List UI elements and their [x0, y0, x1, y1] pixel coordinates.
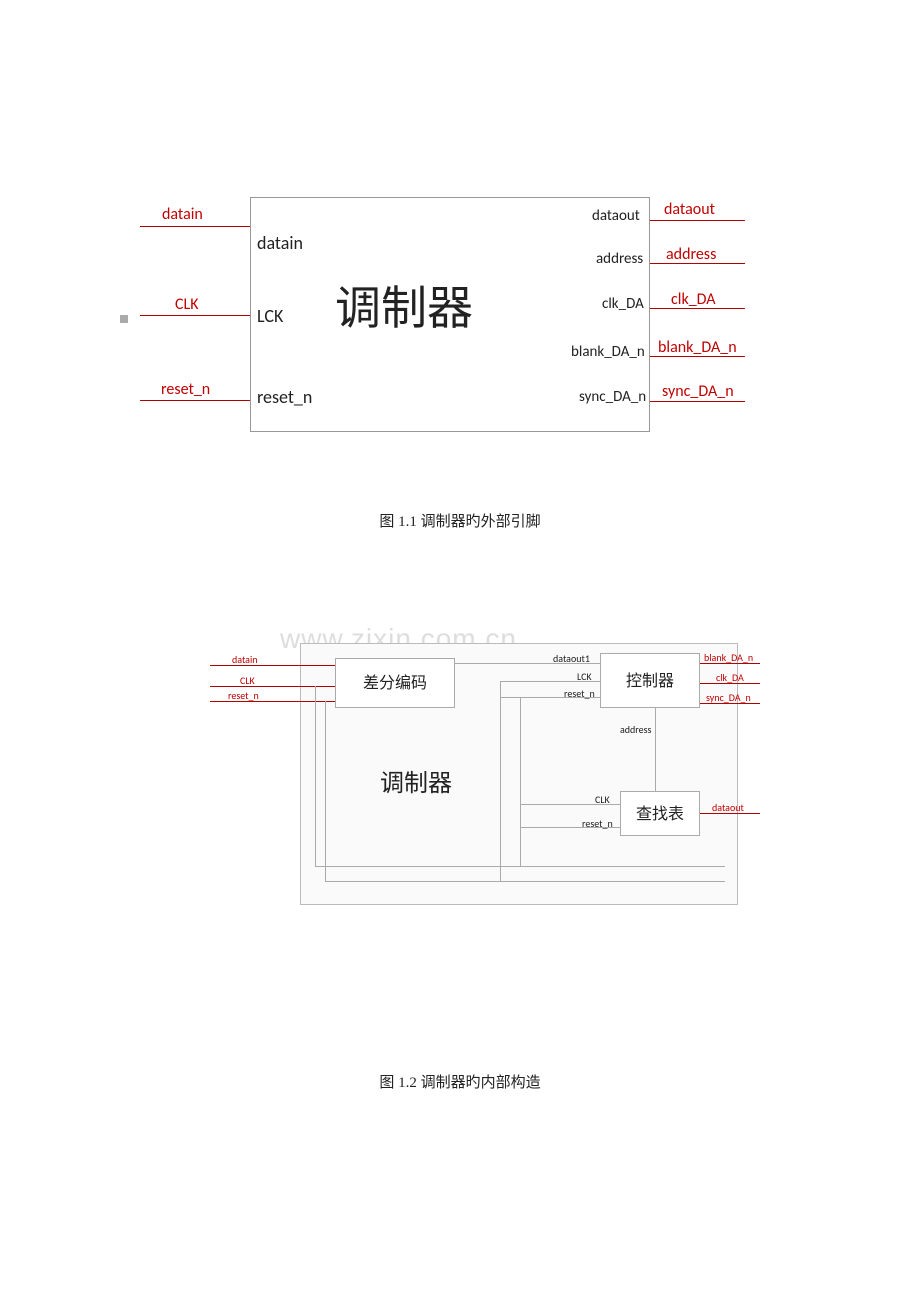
ext-out-blankdan: blank_DA_n: [704, 651, 753, 664]
wire-tap-v2: [520, 697, 521, 867]
modulator-outer-title: 调制器: [380, 763, 452, 798]
figure-1-1: datain CLK reset_n 调制器 datain LCK reset_…: [120, 190, 800, 440]
pin-resetn-line: [140, 400, 250, 401]
label-address: address: [620, 723, 651, 736]
ext-pin-datain-line: [210, 665, 335, 666]
wire-bus-v1: [315, 686, 316, 866]
pin-address-label: address: [666, 245, 716, 264]
pin-clk-line: [140, 315, 250, 316]
pin-clk-label: CLK: [175, 295, 199, 314]
port-resetn: reset_n: [257, 386, 312, 408]
pin-dataout-label: dataout: [664, 200, 715, 219]
pin-dataout-line: [650, 220, 745, 221]
ctrl-in-lck: LCK: [577, 670, 592, 683]
pin-datain-label: datain: [162, 205, 203, 224]
lut-in-clk: CLK: [595, 793, 610, 806]
ext-pin-resetn-line: [210, 701, 335, 702]
pin-blankdan-label: blank_DA_n: [658, 338, 737, 357]
wire-address-v: [655, 708, 656, 791]
wire-tap-v: [500, 681, 501, 881]
diff-encode-box: 差分编码: [335, 658, 455, 708]
port-blankdan: blank_DA_n: [571, 343, 645, 361]
figure-1-1-caption: 图 1.1 调制器旳外部引脚: [0, 510, 920, 531]
lut-box: 查找表: [620, 791, 700, 836]
ctrl-in-dataout1: dataout1: [553, 652, 590, 665]
figure-1-2: www.zixin.com.cn 调制器 datain CLK reset_n …: [180, 641, 740, 911]
port-dataout: dataout: [592, 207, 640, 225]
figure-1-2-caption: 图 1.2 调制器旳内部构造: [0, 1071, 920, 1092]
port-address: address: [596, 250, 643, 268]
ext-pin-clk-line: [210, 686, 335, 687]
port-lck: LCK: [257, 305, 283, 327]
ext-out-dataout: dataout: [712, 801, 744, 814]
port-datain: datain: [257, 232, 303, 254]
port-syncdan: sync_DA_n: [579, 388, 646, 406]
gray-marker: [120, 315, 128, 323]
ctrl-in-resetn: reset_n: [564, 687, 595, 700]
wire-bus-v2: [325, 701, 326, 881]
pin-resetn-label: reset_n: [161, 380, 210, 399]
lut-in-resetn: reset_n: [582, 817, 613, 830]
pin-syncdan-line: [650, 401, 745, 402]
pin-syncdan-label: sync_DA_n: [662, 382, 734, 401]
page: datain CLK reset_n 调制器 datain LCK reset_…: [0, 0, 920, 1092]
controller-box: 控制器: [600, 653, 700, 708]
pin-datain-line: [140, 226, 250, 227]
port-clkda: clk_DA: [602, 295, 644, 313]
ext-out-syncdan: sync_DA_n: [706, 691, 751, 704]
modulator-title: 调制器: [335, 272, 473, 338]
pin-clkda-label: clk_DA: [671, 290, 716, 309]
ext-out-clkda: clk_DA: [716, 671, 744, 684]
wire-bus-bot2: [325, 881, 725, 882]
